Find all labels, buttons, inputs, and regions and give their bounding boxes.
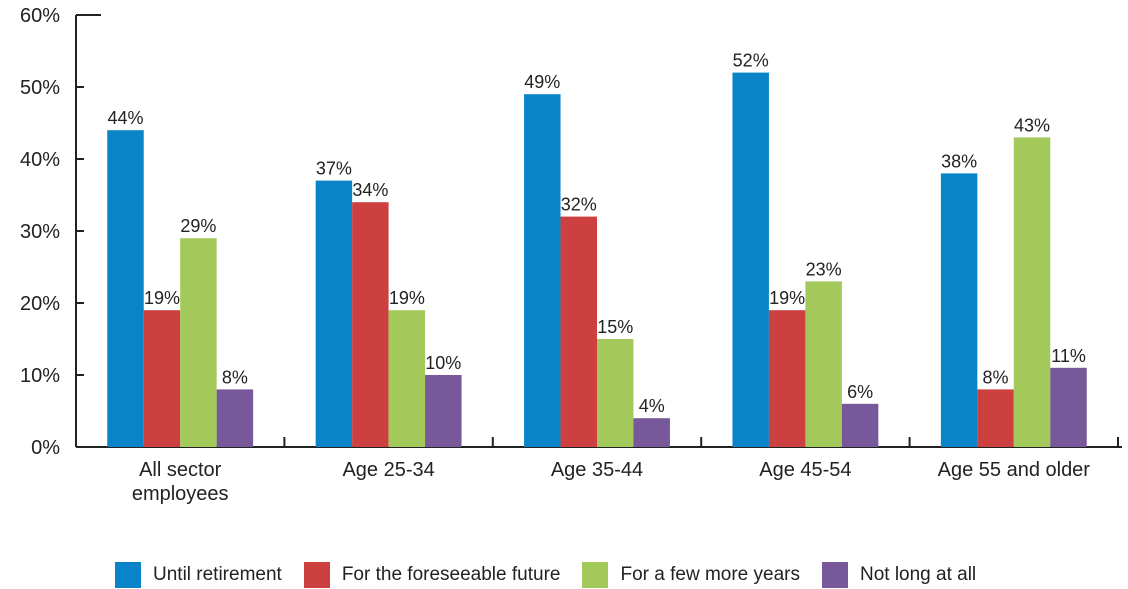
bar bbox=[352, 202, 389, 447]
data-label: 43% bbox=[1014, 115, 1050, 135]
data-label: 19% bbox=[769, 288, 805, 308]
x-tick-label: Age 25-34 bbox=[342, 459, 435, 481]
y-tick-label: 30% bbox=[20, 221, 60, 243]
x-tick-label: All sector employees bbox=[131, 459, 229, 505]
data-label: 23% bbox=[806, 259, 842, 279]
legend: Until retirement For the foreseeable futu… bbox=[115, 562, 976, 588]
data-label: 52% bbox=[733, 51, 769, 71]
bar bbox=[180, 238, 217, 447]
bar bbox=[388, 310, 426, 447]
legend-item: Not long at all bbox=[821, 562, 977, 588]
data-label: 8% bbox=[983, 367, 1009, 387]
data-label: 11% bbox=[1051, 346, 1086, 366]
y-tick-label: 10% bbox=[20, 365, 60, 387]
bar bbox=[841, 403, 879, 447]
bar bbox=[732, 72, 769, 447]
bar bbox=[425, 375, 462, 447]
data-label: 32% bbox=[561, 195, 597, 215]
bar bbox=[107, 130, 144, 447]
x-tick-label: Age 55 and older bbox=[937, 459, 1090, 481]
data-label: 15% bbox=[597, 317, 633, 337]
data-label: 10% bbox=[425, 353, 461, 373]
y-tick-label: 20% bbox=[20, 293, 60, 315]
x-tick-label: Age 35-44 bbox=[550, 459, 644, 481]
bar bbox=[315, 180, 353, 447]
bar bbox=[1013, 137, 1051, 447]
bar bbox=[805, 281, 842, 447]
legend-label: Until retirement bbox=[153, 564, 282, 585]
data-label: 29% bbox=[180, 216, 216, 236]
data-label: 4% bbox=[639, 396, 665, 416]
bar bbox=[940, 173, 978, 447]
data-label: 34% bbox=[352, 180, 388, 200]
data-label: 19% bbox=[389, 288, 425, 308]
data-label: 19% bbox=[144, 288, 180, 308]
data-label: 8% bbox=[222, 367, 248, 387]
data-label: 49% bbox=[524, 72, 560, 92]
bar bbox=[1050, 367, 1087, 447]
data-label: 38% bbox=[941, 151, 977, 171]
y-tick-label: 40% bbox=[20, 149, 60, 171]
legend-swatch bbox=[303, 562, 330, 588]
x-tick-label: Age 45-54 bbox=[759, 459, 852, 481]
bar bbox=[560, 216, 597, 447]
legend-label: For the foreseeable future bbox=[341, 564, 561, 585]
bar bbox=[977, 389, 1014, 447]
bar bbox=[216, 389, 254, 447]
legend-label: For a few more years bbox=[620, 564, 800, 585]
legend-item: For a few more years bbox=[582, 562, 800, 588]
data-label: 37% bbox=[316, 159, 352, 179]
bar bbox=[143, 310, 181, 447]
bar bbox=[768, 310, 806, 447]
legend-swatch bbox=[115, 562, 141, 588]
bar bbox=[633, 418, 670, 447]
y-tick-label: 0% bbox=[31, 437, 60, 459]
legend-swatch bbox=[821, 562, 848, 588]
data-label: 6% bbox=[847, 382, 873, 402]
legend-item: For the foreseeable future bbox=[303, 562, 561, 588]
legend-item: Until retirement bbox=[115, 562, 282, 588]
bar bbox=[524, 94, 561, 447]
legend-swatch bbox=[582, 562, 609, 588]
y-tick-label: 60% bbox=[20, 5, 60, 27]
y-tick-label: 50% bbox=[20, 77, 60, 99]
data-label: 44% bbox=[107, 108, 143, 128]
legend-label: Not long at all bbox=[859, 564, 977, 585]
bar bbox=[597, 339, 634, 447]
